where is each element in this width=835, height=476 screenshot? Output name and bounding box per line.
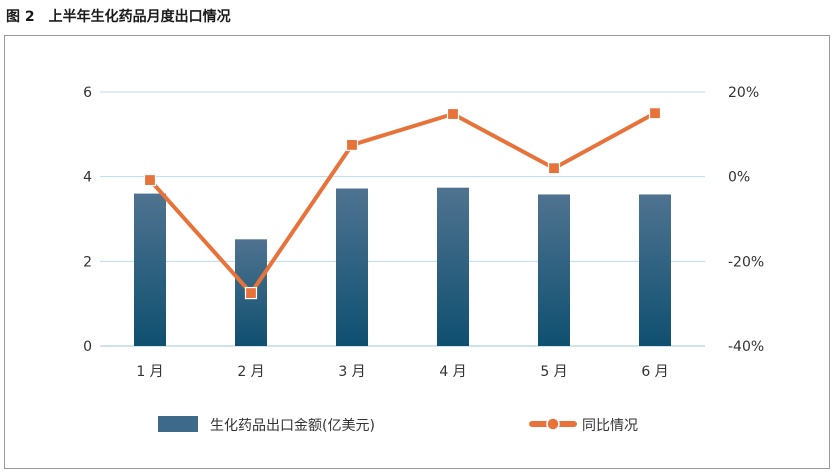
- legend: 生化药品出口金额(亿美元) 同比情况: [158, 416, 638, 434]
- yoy-point-5: [547, 162, 561, 175]
- x-tick-3: 3 月: [338, 364, 365, 380]
- y-right-tick-2: 0%: [728, 170, 750, 186]
- bar-6: [639, 194, 671, 346]
- yoy-point-3: [345, 138, 359, 152]
- y-left-tick-2: 4: [83, 170, 92, 186]
- yoy-point-2: [244, 286, 258, 300]
- legend-line-label: 同比情况: [582, 418, 638, 434]
- figure-title: 上半年生化药品月度出口情况: [48, 9, 231, 25]
- figure-number: 图 2: [6, 9, 35, 25]
- y-left-tick-3: 6: [83, 85, 92, 101]
- bar-series: [134, 187, 671, 346]
- yoy-point-4: [446, 107, 460, 121]
- y-left-tick-1: 2: [83, 254, 92, 270]
- line-series: [143, 107, 662, 300]
- legend-bar-swatch: [158, 416, 198, 432]
- figure-caption: 图 2 上半年生化药品月度出口情况: [6, 6, 231, 26]
- y-right-tick-3: 20%: [728, 85, 759, 101]
- y-right-tick-0: -40%: [728, 339, 764, 355]
- x-tick-1: 1 月: [136, 364, 163, 380]
- yoy-point-1: [143, 173, 157, 187]
- x-tick-2: 2 月: [237, 364, 264, 380]
- chart-frame: [4, 35, 830, 469]
- legend-marker-swatch: [546, 417, 560, 431]
- y-left-tick-0: 0: [83, 339, 92, 355]
- bar-4: [437, 187, 469, 346]
- yoy-point-6: [648, 107, 662, 120]
- x-tick-4: 4 月: [439, 364, 466, 380]
- bar-5: [538, 194, 570, 346]
- y-right-tick-1: -20%: [728, 254, 764, 270]
- x-tick-5: 5 月: [540, 364, 567, 380]
- tick-labels: 0 2 4 6 -40% -20% 0% 20% 1 月 2 月 3 月 4 月 5 月 6 月: [83, 85, 764, 380]
- legend-bar-label: 生化药品出口金额(亿美元): [210, 418, 375, 434]
- bar-1: [134, 193, 166, 346]
- bar-3: [336, 188, 368, 346]
- grid-layer: [100, 91, 705, 347]
- x-tick-6: 6 月: [641, 364, 668, 380]
- yoy-line: [148, 111, 656, 296]
